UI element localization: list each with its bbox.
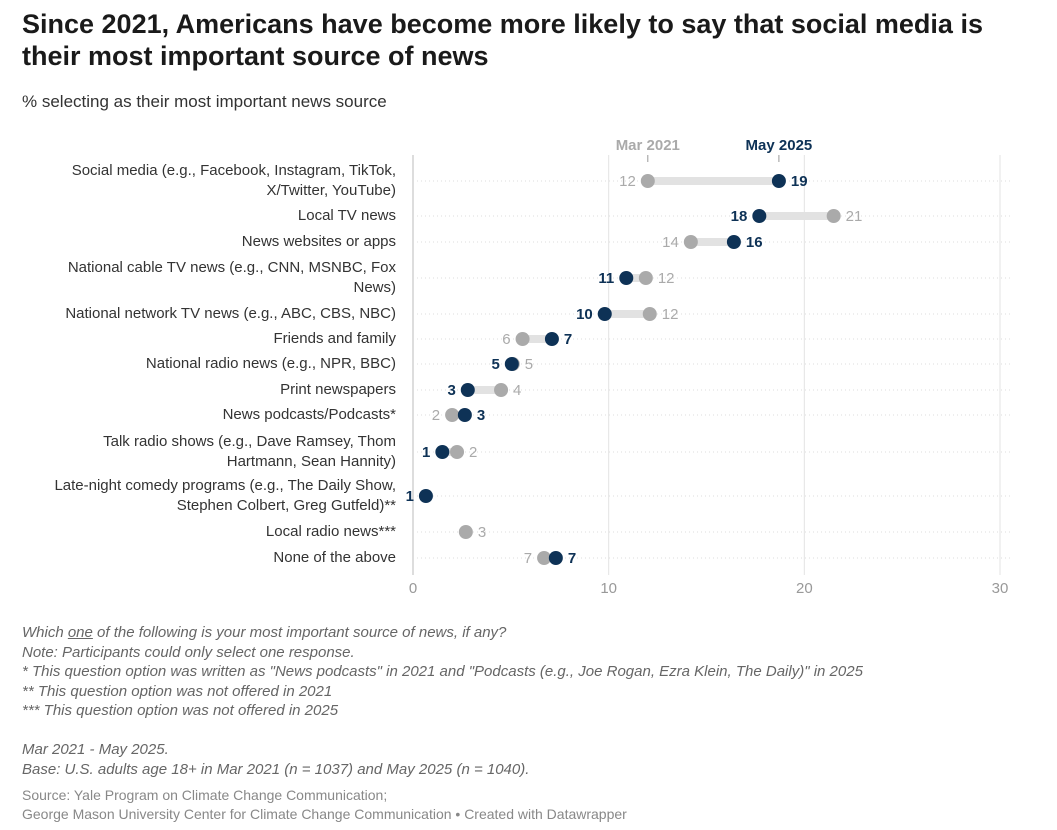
dot-mar2021: [537, 551, 552, 565]
category-label: National radio news (e.g., NPR, BBC): [145, 355, 396, 372]
category-label: News podcasts/Podcasts*: [222, 406, 396, 423]
series-header-label: Mar 2021: [616, 137, 680, 154]
data-label-may2025: 7: [564, 331, 572, 348]
category-label: None of the above: [273, 549, 396, 566]
x-tick-label: 20: [796, 580, 813, 597]
category-label: Friends and family: [273, 330, 396, 347]
note-line: *** This question option was not offered…: [22, 702, 339, 719]
note-line: Base: U.S. adults age 18+ in Mar 2021 (n…: [22, 760, 530, 778]
note-line: ** This question option was not offered …: [22, 682, 333, 700]
source-line: Source: Yale Program on Climate Change C…: [22, 787, 388, 803]
note-line: Mar 2021 - May 2025.: [22, 741, 169, 758]
dot-mar2021: [640, 174, 655, 188]
dot-mar2021: [638, 271, 653, 285]
data-label-mar2021: 12: [619, 173, 636, 190]
chart-notes: Which one of the following is your most …: [22, 623, 863, 779]
dot-may2025: [726, 235, 741, 249]
data-label-may2025: 18: [731, 208, 748, 225]
data-label-may2025: 1: [422, 444, 430, 461]
dot-mar2021: [683, 235, 698, 249]
data-label-may2025: 1: [406, 488, 414, 505]
data-label-mar2021: 12: [658, 270, 675, 287]
source-line: George Mason University Center for Clima…: [22, 806, 627, 822]
dot-may2025: [544, 332, 559, 346]
data-label-mar2021: 5: [525, 356, 533, 373]
category-label: Local radio news***: [265, 523, 396, 540]
data-label-may2025: 5: [491, 356, 499, 373]
data-label-may2025: 3: [477, 407, 485, 424]
dot-may2025: [504, 357, 519, 371]
question-post: of the following is your most important …: [92, 624, 507, 641]
data-label-mar2021: 2: [469, 444, 477, 461]
category-label: National network TV news (e.g., ABC, CBS…: [65, 305, 396, 322]
note-line: * This question option was written as "N…: [22, 663, 863, 680]
source-text: Source: Yale Program on Climate Change C…: [22, 786, 627, 824]
data-label-mar2021: 7: [524, 550, 532, 567]
dot-may2025: [597, 307, 612, 321]
data-label-may2025: 19: [791, 173, 808, 190]
dot-may2025: [752, 209, 767, 223]
series-header-label: May 2025: [746, 137, 813, 154]
dot-mar2021: [642, 307, 657, 321]
dot-may2025: [548, 551, 563, 565]
data-label-may2025: 16: [746, 234, 763, 251]
category-label: Social media (e.g., Facebook, Instagram,…: [71, 162, 396, 199]
dot-mar2021: [515, 332, 530, 346]
data-label-may2025: 10: [576, 306, 593, 323]
dot-may2025: [619, 271, 634, 285]
category-label: Late-night comedy programs (e.g., The Da…: [54, 477, 396, 514]
dot-may2025: [460, 383, 475, 397]
data-label-may2025: 3: [447, 382, 455, 399]
dot-may2025: [457, 408, 472, 422]
category-label: News websites or apps: [241, 233, 396, 250]
question-text: Which one of the following is your most …: [22, 623, 863, 643]
dot-may2025: [771, 174, 786, 188]
data-label-mar2021: 4: [513, 382, 521, 399]
x-tick-label: 10: [600, 580, 617, 597]
data-label-mar2021: 3: [478, 524, 486, 541]
note-line: Note: Participants could only select one…: [22, 643, 355, 661]
dot-mar2021: [445, 408, 460, 422]
category-label: Local TV news: [297, 207, 396, 224]
category-label: Print newspapers: [280, 381, 396, 398]
x-tick-label: 30: [992, 580, 1009, 597]
category-label: National cable TV news (e.g., CNN, MSNBC…: [67, 259, 396, 296]
data-label-may2025: 11: [598, 270, 614, 287]
dot-may2025: [418, 489, 433, 503]
dot-mar2021: [494, 383, 509, 397]
data-label-mar2021: 21: [846, 208, 863, 225]
chart-subtitle: % selecting as their most important news…: [22, 92, 387, 111]
chart-title: Since 2021, Americans have become more l…: [22, 9, 983, 71]
dot-mar2021: [826, 209, 841, 223]
data-label-mar2021: 6: [502, 331, 510, 348]
data-label-may2025: 7: [568, 550, 576, 567]
note-line: [22, 721, 863, 741]
data-label-mar2021: 14: [662, 234, 679, 251]
category-label: Talk radio shows (e.g., Dave Ramsey, Tho…: [103, 433, 396, 470]
dot-may2025: [435, 445, 450, 459]
question-emphasis: one: [67, 624, 93, 641]
dot-mar2021: [458, 525, 473, 539]
data-label-mar2021: 2: [432, 407, 440, 424]
question-pre: Which: [22, 624, 68, 641]
data-label-mar2021: 12: [662, 306, 679, 323]
x-tick-label: 0: [409, 580, 417, 597]
dot-mar2021: [450, 445, 465, 459]
